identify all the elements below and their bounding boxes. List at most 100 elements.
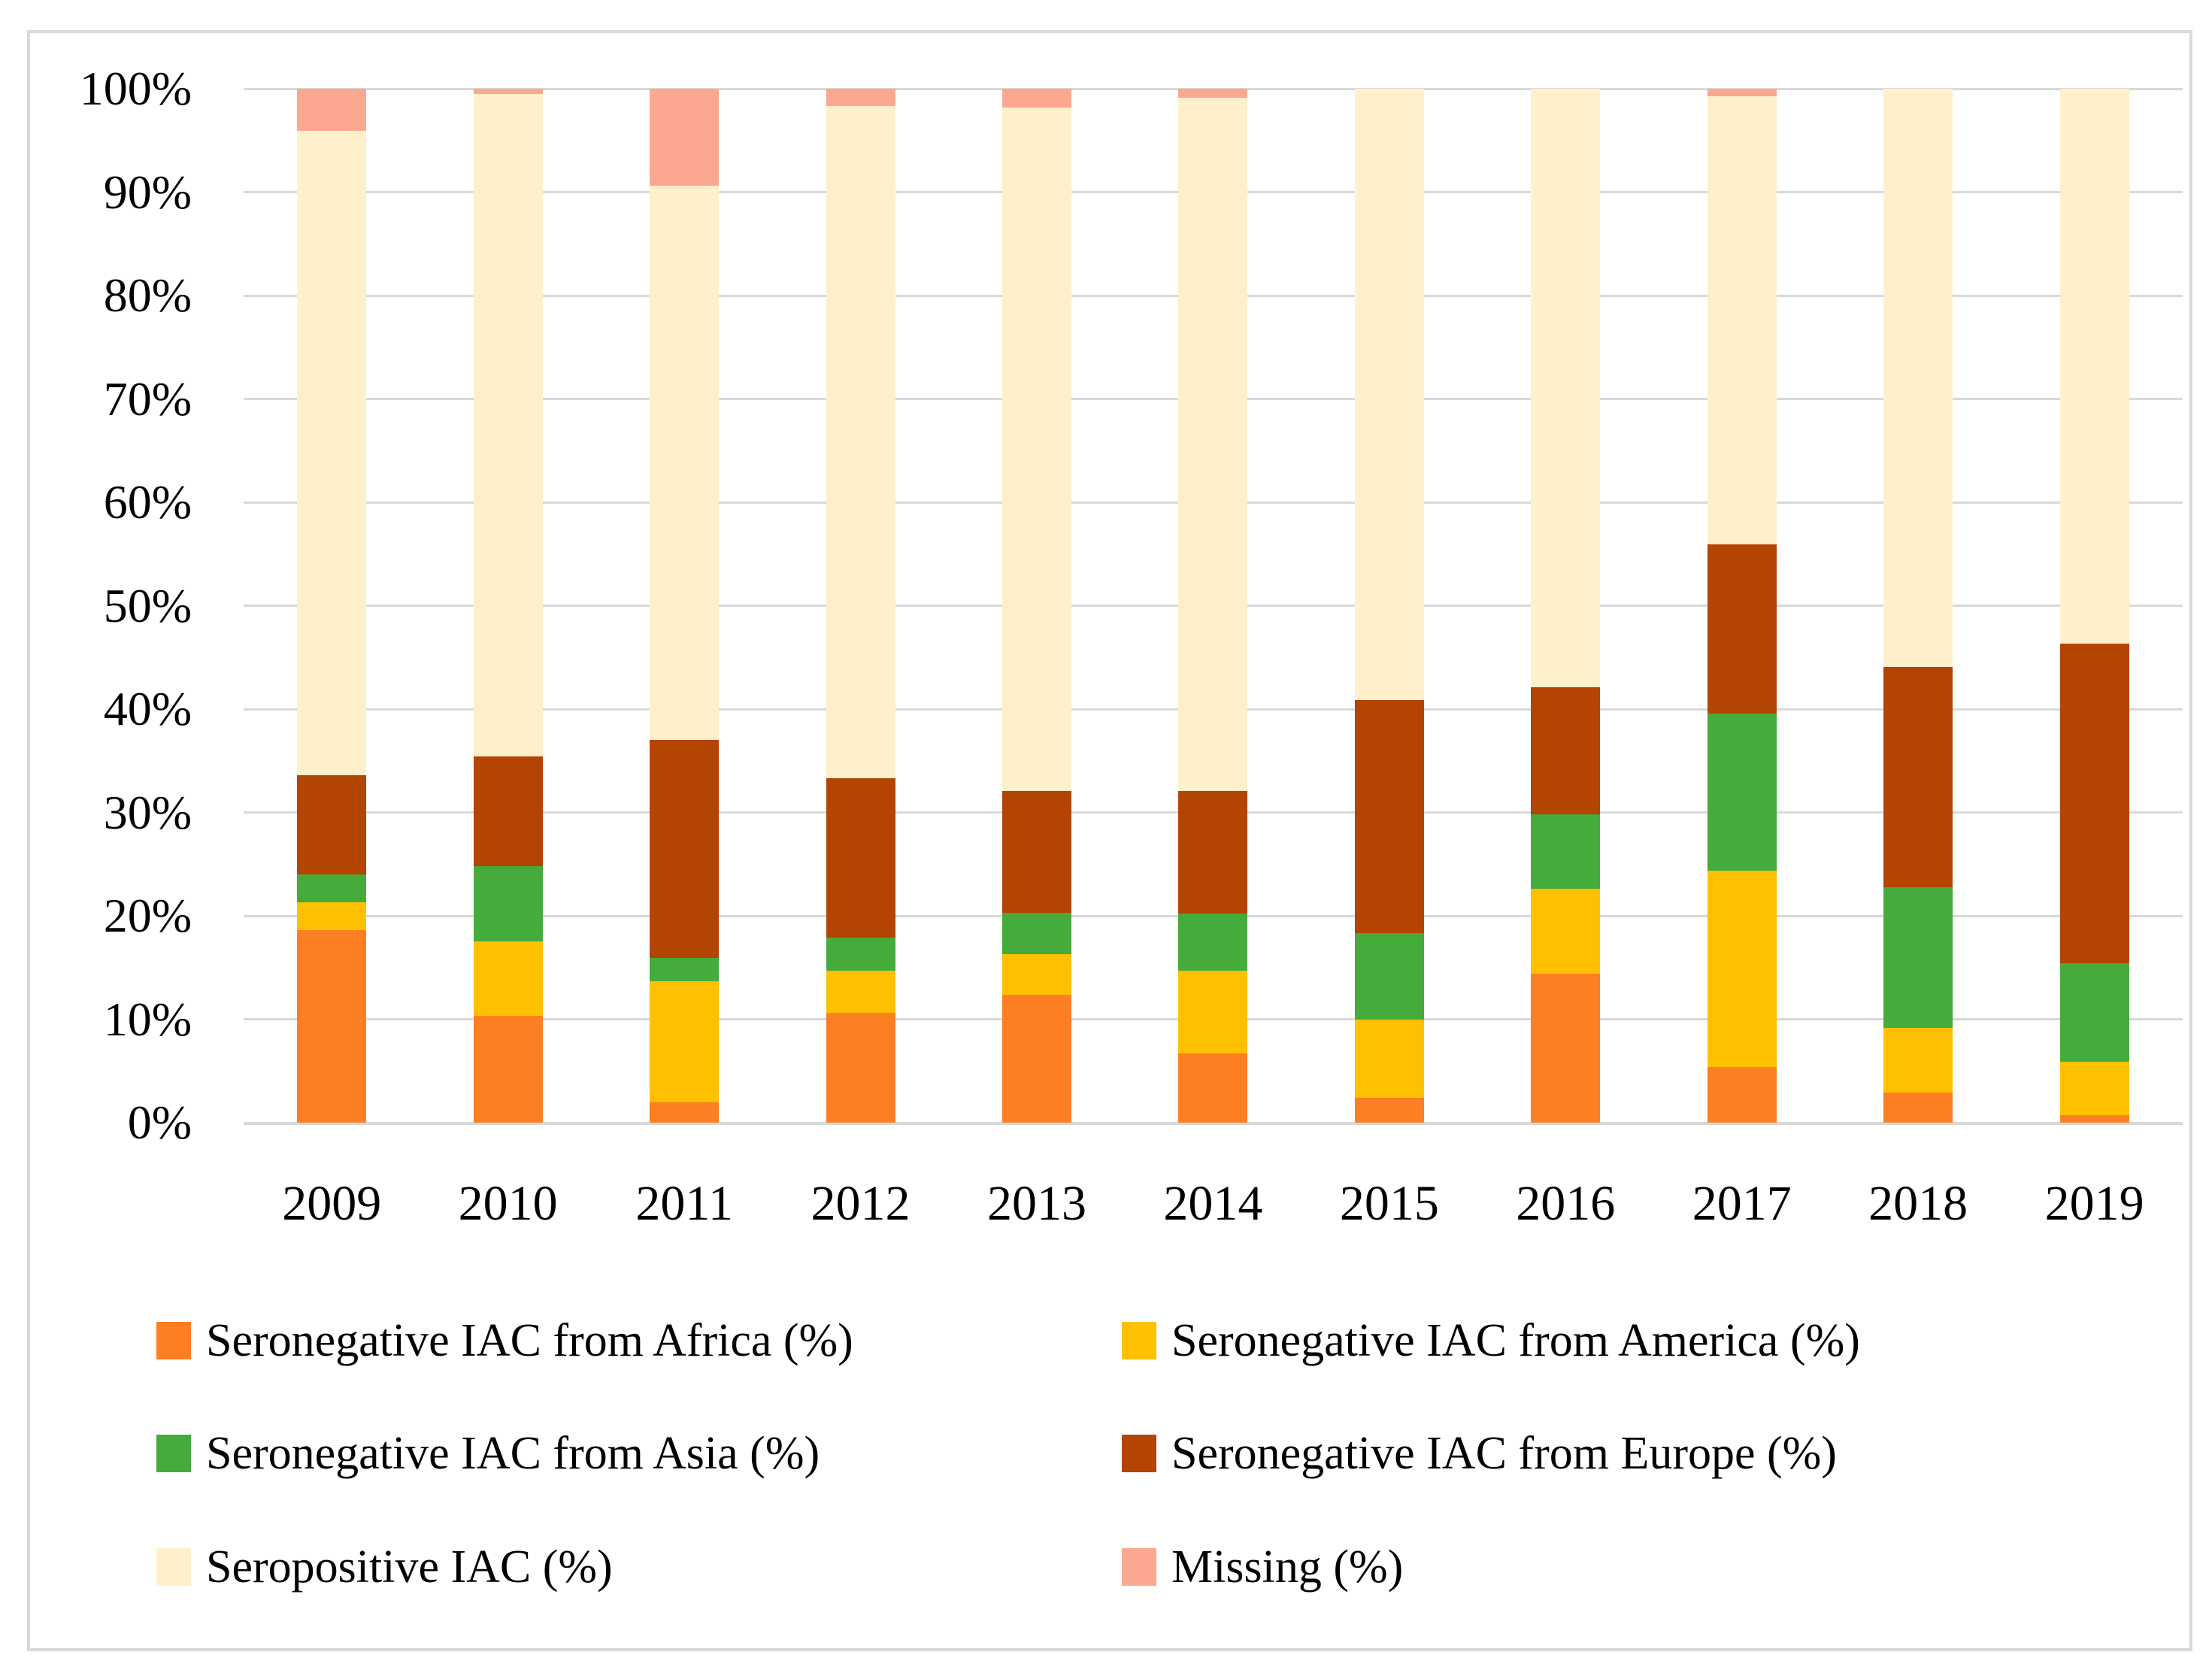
legend-item-0: Seronegative IAC from Africa (%): [156, 1314, 853, 1367]
segment-2009-series-3: [297, 775, 367, 874]
segment-2017-series-4: [1707, 95, 1777, 545]
segment-2016-series-1: [1531, 889, 1601, 974]
legend-label: Seronegative IAC from Asia (%): [206, 1428, 820, 1479]
segment-2015-series-1: [1354, 1019, 1424, 1098]
bar-slot-2016: [1477, 89, 1653, 1123]
segment-2017-series-1: [1707, 870, 1777, 1067]
bar-slot-2009: [244, 89, 420, 1123]
stacked-bar-2010: [473, 89, 543, 1123]
segment-2013-series-5: [1001, 89, 1071, 108]
segment-2009-series-4: [297, 131, 367, 775]
x-tick-2014: 2014: [1163, 1176, 1263, 1231]
y-tick-30: 30%: [103, 785, 192, 839]
segment-2012-series-2: [826, 937, 895, 971]
stacked-bar-2012: [826, 89, 895, 1123]
legend-item-3: Seronegative IAC from Europe (%): [1122, 1427, 1837, 1480]
segment-2010-series-2: [473, 866, 543, 942]
segment-2016-series-3: [1531, 687, 1601, 815]
legend-item-4: Seropositive IAC (%): [156, 1541, 613, 1593]
segment-2009-series-0: [297, 930, 367, 1123]
segment-2010-series-0: [473, 1016, 543, 1123]
segment-2012-series-4: [826, 106, 895, 779]
segment-2019-series-1: [2059, 1061, 2129, 1116]
segment-2013-series-2: [1001, 912, 1071, 954]
legend-swatch-icon: [156, 1548, 191, 1586]
segment-2019-series-2: [2059, 963, 2129, 1062]
stacked-bar-2013: [1001, 89, 1071, 1123]
segment-2012-series-5: [826, 89, 895, 107]
x-tick-2016: 2016: [1516, 1176, 1616, 1231]
y-tick-100: 100%: [79, 62, 192, 115]
segment-2016-series-0: [1531, 974, 1601, 1123]
segment-2013-series-3: [1001, 790, 1071, 913]
x-tick-2017: 2017: [1692, 1176, 1792, 1231]
chart-border-frame: [27, 30, 2192, 1651]
y-axis-tick-labels: 100% 90% 80% 70% 60% 50% 40% 30% 20% 10% 0%: [45, 0, 192, 1670]
bar-slot-2013: [949, 89, 1125, 1123]
y-tick-90: 90%: [103, 165, 192, 219]
plot-area: [244, 87, 2183, 1125]
legend-item-2: Seronegative IAC from Asia (%): [156, 1427, 820, 1480]
x-tick-2010: 2010: [458, 1176, 558, 1231]
bar-slot-2015: [1301, 89, 1477, 1123]
bar-series-container: [244, 89, 2183, 1123]
segment-2011-series-1: [650, 980, 720, 1102]
legend-swatch-icon: [156, 1322, 191, 1359]
stacked-bar-2015: [1354, 89, 1424, 1123]
segment-2011-series-0: [650, 1102, 720, 1123]
segment-2014-series-4: [1178, 98, 1248, 791]
bar-slot-2017: [1654, 89, 1830, 1123]
bar-slot-2019: [2006, 89, 2182, 1123]
bar-slot-2010: [420, 89, 595, 1123]
segment-2018-series-4: [1883, 89, 1953, 667]
y-tick-50: 50%: [103, 578, 192, 632]
segment-2014-series-0: [1178, 1053, 1248, 1123]
stacked-bar-2017: [1707, 89, 1777, 1123]
segment-2009-series-2: [297, 874, 367, 903]
segment-2011-series-4: [650, 186, 720, 741]
bar-slot-2014: [1125, 89, 1301, 1123]
segment-2012-series-1: [826, 970, 895, 1014]
bar-slot-2011: [596, 89, 772, 1123]
stacked-bar-2009: [297, 89, 367, 1123]
y-tick-80: 80%: [103, 268, 192, 322]
segment-2010-series-1: [473, 941, 543, 1017]
legend-item-5: Missing (%): [1122, 1541, 1403, 1593]
legend-swatch-icon: [156, 1435, 191, 1472]
x-tick-2015: 2015: [1339, 1176, 1439, 1231]
segment-2015-series-0: [1354, 1098, 1424, 1123]
segment-2009-series-5: [297, 89, 367, 132]
legend-swatch-icon: [1122, 1435, 1156, 1472]
x-tick-2013: 2013: [986, 1176, 1086, 1231]
segment-2013-series-1: [1001, 953, 1071, 995]
segment-2013-series-4: [1001, 107, 1071, 791]
bar-slot-2018: [1830, 89, 2006, 1123]
segment-2017-series-2: [1707, 713, 1777, 871]
segment-2018-series-3: [1883, 666, 1953, 887]
x-tick-2011: 2011: [635, 1176, 733, 1231]
segment-2014-series-1: [1178, 970, 1248, 1053]
segment-2014-series-5: [1178, 89, 1248, 99]
segment-2015-series-2: [1354, 933, 1424, 1020]
gridline-0: [244, 1121, 2183, 1125]
segment-2019-series-4: [2059, 89, 2129, 644]
segment-2011-series-2: [650, 958, 720, 981]
segment-2015-series-3: [1354, 699, 1424, 934]
segment-2017-series-3: [1707, 544, 1777, 714]
segment-2016-series-2: [1531, 814, 1601, 890]
x-tick-2019: 2019: [2044, 1176, 2144, 1231]
segment-2012-series-3: [826, 778, 895, 938]
segment-2019-series-0: [2059, 1115, 2129, 1123]
legend-swatch-icon: [1122, 1322, 1156, 1359]
segment-2011-series-5: [650, 89, 720, 186]
segment-2014-series-3: [1178, 790, 1248, 914]
y-tick-40: 40%: [103, 682, 192, 735]
stacked-bar-2011: [650, 89, 720, 1123]
legend-label: Seropositive IAC (%): [206, 1541, 613, 1593]
legend-label: Seronegative IAC from Europe (%): [1171, 1428, 1837, 1479]
x-axis-tick-labels: 2009 2010 2011 2012 2013 2014 2015 2016 2017 2018…: [244, 1170, 2183, 1238]
y-tick-0: 0%: [127, 1096, 192, 1149]
segment-2013-series-0: [1001, 994, 1071, 1123]
stacked-bar-2018: [1883, 89, 1953, 1123]
segment-2015-series-4: [1354, 89, 1424, 700]
